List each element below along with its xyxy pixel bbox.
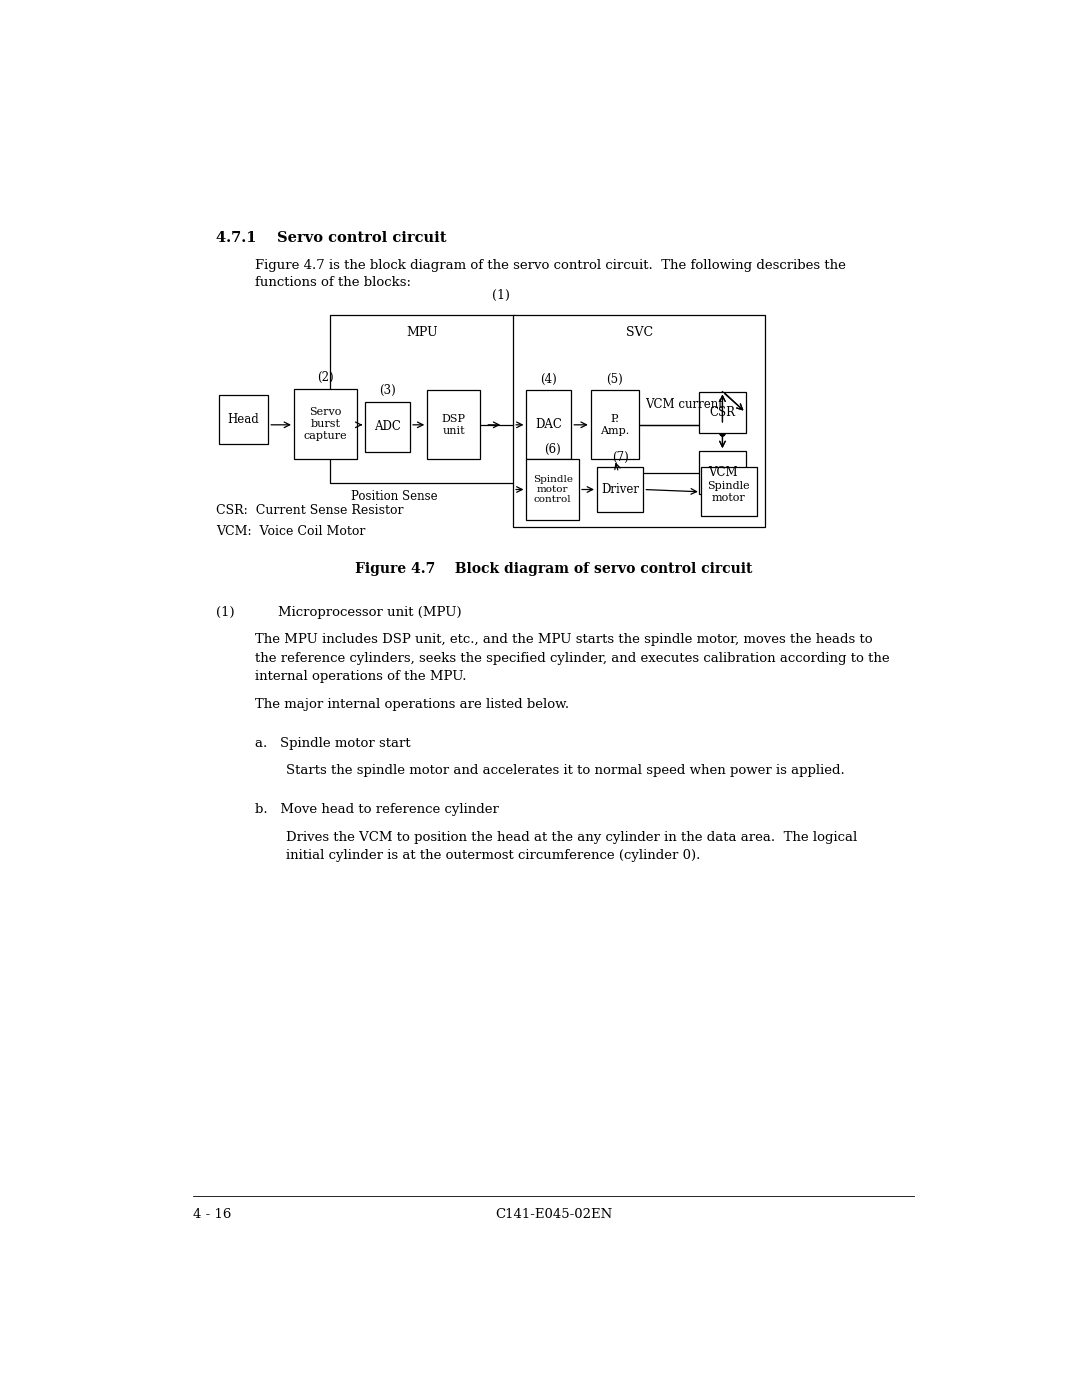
- Text: Spindle
motor
control: Spindle motor control: [532, 475, 572, 504]
- Bar: [513, 314, 765, 527]
- Text: Starts the spindle motor and accelerates it to normal speed when power is applie: Starts the spindle motor and accelerates…: [286, 764, 845, 777]
- Bar: [330, 314, 515, 482]
- Text: 4.7.1    Servo control circuit: 4.7.1 Servo control circuit: [216, 231, 447, 244]
- Bar: [699, 451, 745, 495]
- Text: initial cylinder is at the outermost circumference (cylinder 0).: initial cylinder is at the outermost cir…: [286, 849, 701, 862]
- Text: MPU: MPU: [407, 327, 438, 339]
- Text: Head: Head: [228, 414, 259, 426]
- Text: SVC: SVC: [625, 327, 652, 339]
- Bar: [365, 402, 410, 451]
- Text: Figure 4.7    Block diagram of servo control circuit: Figure 4.7 Block diagram of servo contro…: [355, 562, 752, 576]
- Bar: [591, 390, 638, 460]
- Bar: [218, 395, 268, 444]
- Text: (1): (1): [216, 606, 235, 619]
- Text: VCM current: VCM current: [645, 398, 723, 411]
- Text: CSR:  Current Sense Resistor: CSR: Current Sense Resistor: [216, 504, 404, 517]
- Text: Driver: Driver: [602, 483, 639, 496]
- Bar: [526, 390, 571, 460]
- Text: The major internal operations are listed below.: The major internal operations are listed…: [255, 698, 569, 711]
- Text: Microprocessor unit (MPU): Microprocessor unit (MPU): [279, 606, 462, 619]
- Text: (6): (6): [544, 443, 562, 457]
- Text: Position Sense: Position Sense: [351, 490, 437, 503]
- Text: a.   Spindle motor start: a. Spindle motor start: [255, 736, 410, 750]
- Text: DSP
unit: DSP unit: [442, 414, 465, 436]
- Text: (4): (4): [540, 373, 557, 386]
- Text: VCM:  Voice Coil Motor: VCM: Voice Coil Motor: [216, 525, 366, 538]
- Text: C141-E045-02EN: C141-E045-02EN: [495, 1208, 612, 1221]
- Text: Servo
burst
capture: Servo burst capture: [303, 408, 348, 440]
- Text: b.   Move head to reference cylinder: b. Move head to reference cylinder: [255, 803, 499, 816]
- Text: The MPU includes DSP unit, etc., and the MPU starts the spindle motor, moves the: The MPU includes DSP unit, etc., and the…: [255, 633, 873, 647]
- Text: P.
Amp.: P. Amp.: [600, 414, 630, 436]
- Text: internal operations of the MPU.: internal operations of the MPU.: [255, 669, 467, 683]
- Bar: [294, 388, 357, 460]
- Text: ADC: ADC: [374, 420, 401, 433]
- Text: (2): (2): [318, 372, 334, 384]
- Text: Figure 4.7 is the block diagram of the servo control circuit.  The following des: Figure 4.7 is the block diagram of the s…: [255, 260, 846, 272]
- Bar: [701, 467, 757, 517]
- Text: functions of the blocks:: functions of the blocks:: [255, 277, 411, 289]
- Bar: [699, 391, 745, 433]
- Bar: [526, 460, 579, 520]
- Text: (7): (7): [611, 451, 629, 464]
- Text: DAC: DAC: [536, 418, 563, 432]
- Bar: [597, 467, 644, 511]
- Text: Drives the VCM to position the head at the any cylinder in the data area.  The l: Drives the VCM to position the head at t…: [286, 831, 858, 844]
- Text: (5): (5): [606, 373, 623, 386]
- Text: CSR: CSR: [710, 407, 735, 419]
- Text: Spindle
motor: Spindle motor: [707, 481, 750, 503]
- Text: (1): (1): [491, 289, 510, 302]
- Bar: [428, 390, 480, 460]
- Text: 4 - 16: 4 - 16: [193, 1208, 231, 1221]
- Text: (3): (3): [379, 384, 396, 397]
- Text: VCM: VCM: [707, 467, 738, 479]
- Text: the reference cylinders, seeks the specified cylinder, and executes calibration : the reference cylinders, seeks the speci…: [255, 651, 890, 665]
